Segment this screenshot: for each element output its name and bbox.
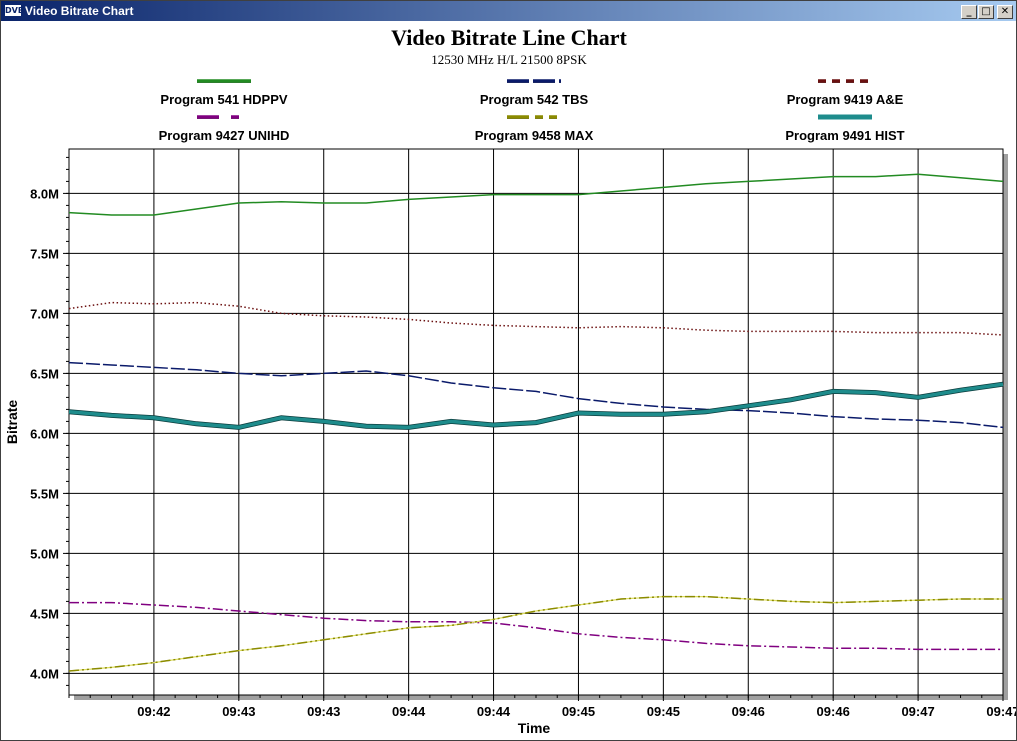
bitrate-chart: Video Bitrate Line Chart 12530 MHz H/L 2… (1, 21, 1016, 740)
legend-label: Program 541 HDPPV (160, 92, 287, 107)
x-tick-label: 09:46 (732, 704, 765, 719)
x-tick-label: 09:46 (817, 704, 850, 719)
y-axis: 4.0M 4.5M 5.0M 5.5M 6.0M 6.5M 7.0M 7.5M 8.0M (30, 156, 69, 686)
x-tick-label: 09:45 (562, 704, 595, 719)
y-tick-label: 8.0M (30, 186, 59, 201)
x-axis: 09:42 09:43 09:43 09:44 09:44 09:45 09:45 09:46… (68, 695, 1016, 719)
x-tick-label: 09:43 (307, 704, 340, 719)
legend-label: Program 9427 UNIHD (159, 128, 290, 143)
x-tick-label: 09:43 (222, 704, 255, 719)
legend-label: Program 9419 A&E (787, 92, 904, 107)
grid (69, 149, 1004, 695)
series-lines (68, 173, 1004, 672)
x-tick-label: 09:47 (901, 704, 934, 719)
x-tick-label: 09:47 (986, 704, 1016, 719)
chart-title: Video Bitrate Line Chart (391, 25, 627, 50)
series-line (68, 595, 1003, 672)
y-tick-label: 5.0M (30, 546, 59, 561)
y-tick-label: 5.5M (30, 486, 59, 501)
y-tick-label: 7.0M (30, 306, 59, 321)
x-tick-label: 09:45 (647, 704, 680, 719)
window-title: Video Bitrate Chart (25, 4, 134, 18)
series-line (69, 601, 1003, 651)
series-line (68, 301, 1004, 336)
x-tick-label: 09:44 (477, 704, 511, 719)
x-axis-label: Time (518, 720, 551, 736)
y-tick-label: 4.0M (30, 666, 59, 681)
series-line (68, 173, 1004, 216)
y-tick-label: 6.0M (30, 426, 59, 441)
y-axis-label: Bitrate (4, 400, 20, 445)
maximize-button[interactable]: □ (978, 5, 994, 19)
x-tick-label: 09:44 (392, 704, 426, 719)
series-line (68, 382, 1004, 430)
chart-subtitle: 12530 MHz H/L 21500 8PSK (431, 52, 587, 67)
y-tick-label: 7.5M (30, 246, 59, 261)
minimize-button[interactable]: _ (961, 5, 977, 19)
legend: Program 541 HDPPV Program 542 TBS Program … (159, 79, 905, 143)
y-tick-label: 4.5M (30, 606, 59, 621)
legend-label: Program 9458 MAX (475, 128, 594, 143)
legend-label: Program 9491 HIST (785, 128, 904, 143)
dvb-app-icon: DVB (5, 5, 24, 16)
title-bar[interactable]: DVB Video Bitrate Chart _ □ ✕ (1, 1, 1016, 21)
close-button[interactable]: ✕ (997, 5, 1013, 19)
series-line (68, 361, 1004, 429)
legend-label: Program 542 TBS (480, 92, 589, 107)
x-tick-label: 09:42 (137, 704, 170, 719)
y-tick-label: 6.5M (30, 366, 59, 381)
